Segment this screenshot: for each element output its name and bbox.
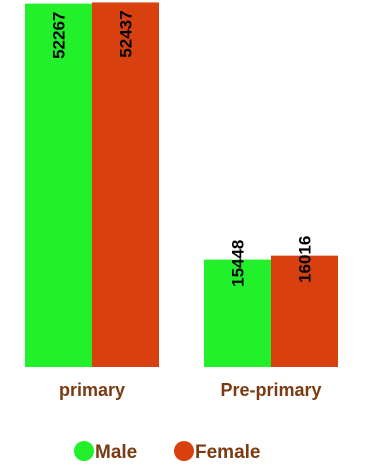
bar-female-primary: [92, 2, 159, 368]
value-label-female-primary: 52437: [117, 10, 136, 57]
bar-female-pre-primary: [271, 255, 338, 367]
legend-label-female: Female: [195, 442, 260, 463]
legend-label-male: Male: [95, 442, 137, 463]
category-label-pre-primary: Pre-primary: [220, 380, 321, 400]
legend: Male Female: [74, 441, 260, 463]
value-labels-layer: 52267 52437 15448 16016: [50, 10, 315, 286]
value-label-male-primary: 52267: [50, 12, 69, 59]
value-label-female-pre-primary: 16016: [296, 236, 315, 283]
value-label-male-pre-primary: 15448: [229, 240, 248, 287]
category-labels-layer: primary Pre-primary: [59, 380, 322, 400]
bar-male-primary: [25, 3, 92, 368]
bar-male-pre-primary: [204, 259, 271, 367]
category-label-primary: primary: [59, 380, 125, 400]
legend-swatch-male: [74, 441, 94, 461]
legend-swatch-female: [174, 441, 194, 461]
bars-layer: [25, 2, 338, 368]
